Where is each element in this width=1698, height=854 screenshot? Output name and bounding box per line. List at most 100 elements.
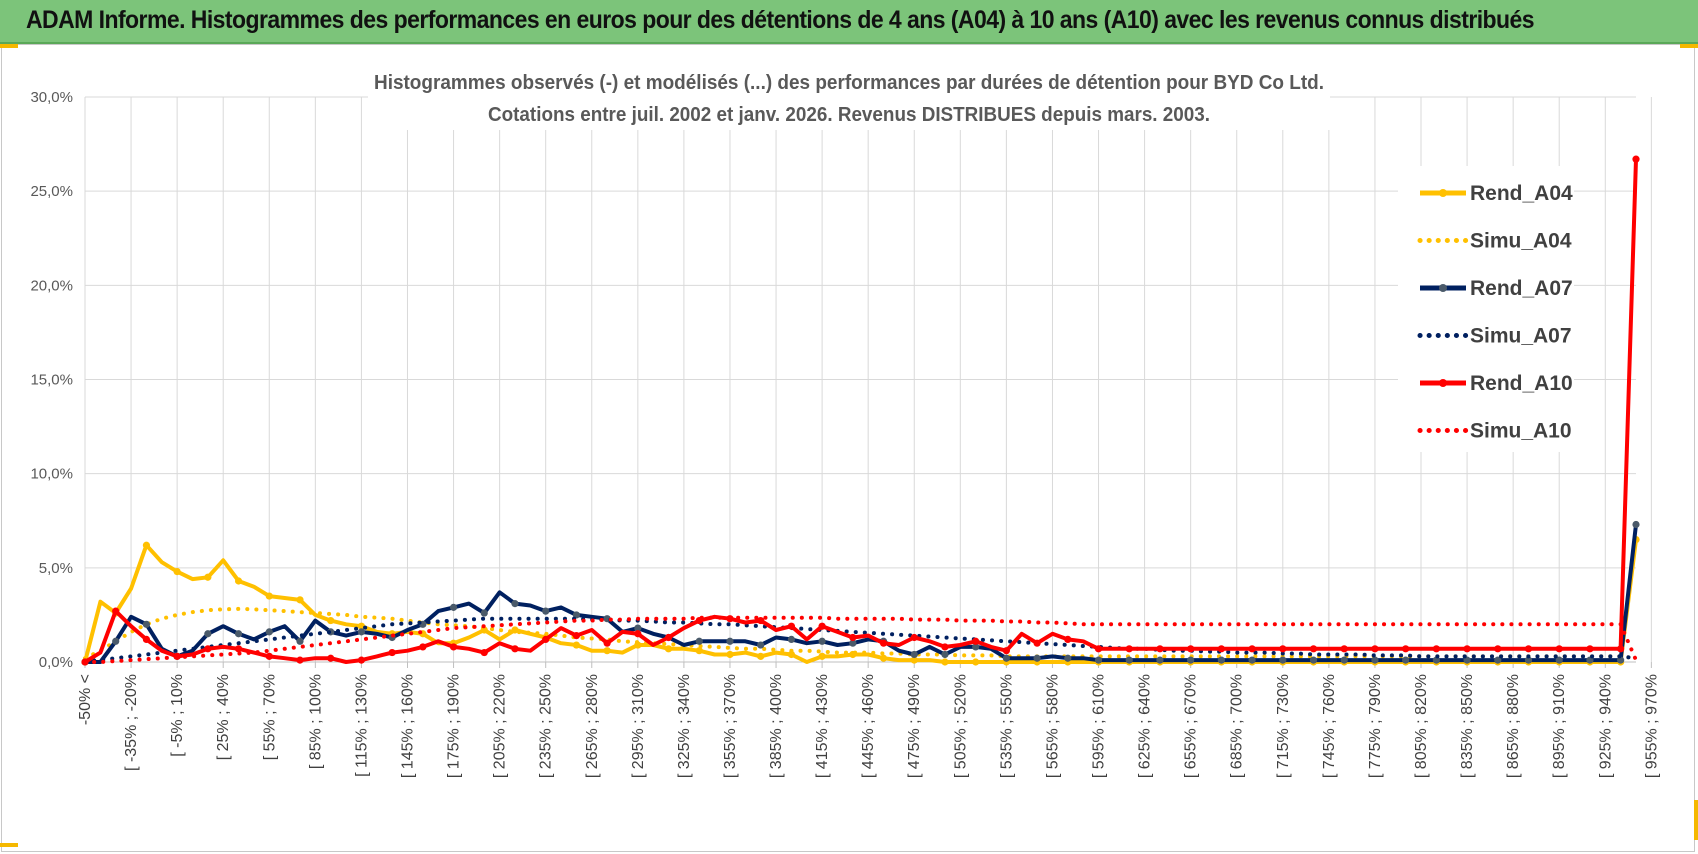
x-tick-label: [ 235% ; 250% — [538, 674, 555, 778]
legend-label: Simu_A07 — [1470, 325, 1572, 348]
data-point-rend-a04 — [972, 658, 980, 666]
legend-marker — [1439, 379, 1447, 387]
data-point-rend-a07 — [1555, 656, 1563, 664]
y-tick-label: 20,0% — [30, 277, 73, 294]
data-point-rend-a10 — [1371, 645, 1379, 653]
data-point-rend-a04 — [757, 652, 765, 660]
data-point-rend-a10 — [388, 648, 396, 657]
data-point-rend-a07 — [542, 607, 550, 615]
data-point-rend-a10 — [1432, 645, 1440, 653]
corner-accent-bottom-right — [1694, 800, 1698, 840]
x-tick-label: [ 625% ; 640% — [1137, 674, 1154, 778]
data-point-rend-a10 — [972, 637, 980, 645]
x-tick-label: [ 925% ; 940% — [1597, 674, 1614, 778]
data-point-rend-a07 — [449, 603, 458, 611]
data-point-rend-a10 — [1555, 645, 1563, 653]
chart-title-background — [368, 64, 1330, 130]
legend-marker — [1439, 284, 1447, 292]
data-point-rend-a07 — [1064, 654, 1072, 662]
data-point-rend-a07 — [1340, 656, 1348, 664]
data-point-rend-a10 — [1309, 645, 1318, 653]
data-point-rend-a10 — [204, 645, 212, 653]
legend-label: Simu_A04 — [1470, 230, 1572, 253]
x-tick-label: [ 355% ; 370% — [722, 674, 739, 778]
data-point-rend-a07 — [480, 609, 488, 617]
data-point-rend-a07 — [1432, 656, 1440, 664]
data-point-rend-a10 — [1064, 635, 1072, 644]
data-point-rend-a10 — [449, 643, 458, 651]
data-point-rend-a07 — [265, 628, 273, 636]
data-point-rend-a10 — [1033, 639, 1041, 647]
data-point-rend-a10 — [910, 633, 918, 642]
data-point-rend-a07 — [511, 600, 519, 608]
data-point-rend-a10 — [1187, 645, 1195, 653]
y-tick-label: 0,0% — [39, 654, 73, 671]
data-point-rend-a10 — [1402, 645, 1410, 653]
data-point-rend-a04 — [879, 654, 888, 662]
x-tick-label: [ 295% ; 310% — [630, 674, 647, 778]
data-point-rend-a10 — [941, 643, 949, 651]
x-tick-label: [ 505% ; 520% — [952, 674, 969, 778]
data-point-rend-a10 — [419, 643, 427, 651]
y-tick-label: 5,0% — [39, 560, 73, 577]
data-point-rend-a07 — [849, 639, 857, 647]
data-point-rend-a10 — [1632, 155, 1640, 163]
banner: ADAM Informe. Histogrammes des performan… — [0, 0, 1698, 44]
data-point-rend-a07 — [1494, 656, 1502, 664]
data-point-rend-a10 — [511, 645, 519, 653]
data-point-rend-a07 — [1402, 656, 1410, 664]
data-point-rend-a07 — [634, 624, 642, 632]
y-tick-label: 30,0% — [30, 89, 73, 106]
data-point-rend-a10 — [603, 639, 611, 647]
data-point-rend-a10 — [142, 635, 151, 644]
x-tick-label: -50% < — [77, 674, 94, 725]
data-point-rend-a10 — [480, 648, 488, 657]
data-point-rend-a07 — [204, 630, 212, 638]
data-point-rend-a04 — [572, 641, 581, 649]
corner-accent-top-right — [1680, 44, 1698, 48]
x-tick-label: [ 805% ; 820% — [1413, 674, 1430, 778]
data-point-rend-a10 — [1279, 645, 1287, 653]
data-point-rend-a10 — [787, 622, 795, 630]
data-point-rend-a07 — [910, 650, 918, 659]
x-tick-label: [ 715% ; 730% — [1275, 674, 1292, 778]
legend-background — [1398, 166, 1574, 452]
data-point-rend-a07 — [1033, 654, 1041, 662]
x-tick-label: [ -5% ; 10% — [169, 674, 186, 757]
data-point-rend-a10 — [879, 639, 888, 647]
data-point-rend-a07 — [1125, 656, 1133, 664]
data-point-rend-a10 — [572, 632, 581, 640]
data-point-rend-a07 — [1632, 520, 1640, 529]
x-axis-ticks: -50% < [ -35% ; -20% [ -5% ; 10% [ 25% ; 40… — [77, 674, 1660, 778]
data-point-rend-a04 — [327, 616, 335, 625]
data-point-rend-a07 — [726, 637, 734, 645]
data-point-rend-a10 — [1002, 647, 1010, 655]
y-tick-label: 10,0% — [30, 466, 73, 483]
data-point-rend-a10 — [1463, 645, 1471, 653]
x-tick-label: [ 535% ; 550% — [998, 674, 1015, 778]
data-point-rend-a10 — [1156, 645, 1164, 653]
x-tick-label: [ 415% ; 430% — [814, 674, 831, 778]
x-tick-label: [ 745% ; 760% — [1321, 674, 1338, 778]
data-point-rend-a10 — [1217, 645, 1225, 653]
x-tick-label: [ 835% ; 850% — [1459, 674, 1476, 778]
data-point-rend-a07 — [1524, 656, 1533, 664]
data-point-rend-a10 — [542, 635, 550, 644]
chart-frame — [1, 44, 1695, 852]
data-point-rend-a04 — [910, 656, 918, 664]
data-point-rend-a04 — [695, 647, 703, 655]
data-point-rend-a07 — [1371, 656, 1379, 664]
data-point-rend-a07 — [1094, 656, 1103, 664]
data-point-rend-a07 — [1156, 656, 1164, 664]
data-point-rend-a10 — [757, 616, 765, 625]
data-point-rend-a04 — [941, 658, 949, 666]
data-point-rend-a07 — [941, 650, 949, 659]
data-point-rend-a10 — [849, 633, 857, 642]
x-tick-label: [ 655% ; 670% — [1183, 674, 1200, 778]
data-point-rend-a10 — [1340, 645, 1348, 653]
x-tick-label: [ 265% ; 280% — [584, 674, 601, 778]
data-point-rend-a10 — [112, 607, 120, 615]
data-point-rend-a04 — [726, 650, 734, 659]
data-point-rend-a04 — [142, 541, 151, 549]
